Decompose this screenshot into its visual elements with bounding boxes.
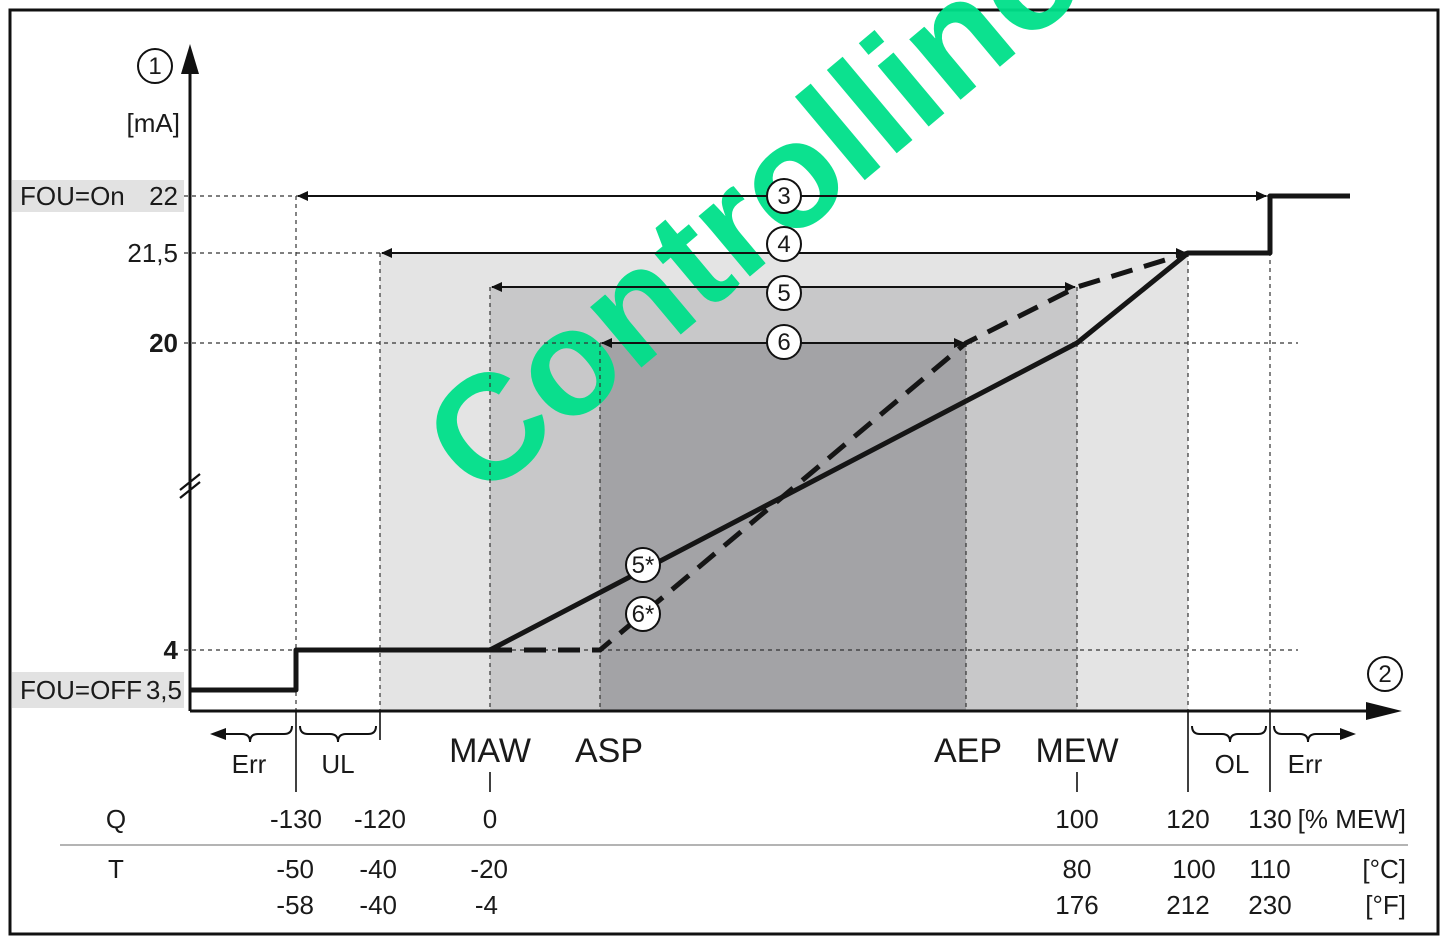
svg-text:1: 1 — [148, 53, 161, 80]
x-point-aep: AEP — [934, 732, 1002, 770]
svg-text:6: 6 — [777, 329, 790, 356]
svg-text:4: 4 — [777, 231, 790, 258]
y-tick-22: 22 — [149, 181, 178, 211]
y-tick-3-5: 3,5 — [146, 675, 182, 705]
row-name-q: Q — [106, 804, 126, 834]
axis-break-icon — [179, 473, 201, 499]
diagram-frame — [8, 8, 1440, 936]
q-value-4: 100 — [1055, 804, 1098, 834]
range-3-marker: 3 — [766, 178, 802, 214]
svg-text:5*: 5* — [632, 552, 655, 579]
row-name-t: T — [108, 854, 124, 884]
q-value-2: -120 — [354, 804, 406, 834]
range-6-marker: 6 — [766, 324, 802, 360]
x-axis-marker: 2 — [1367, 656, 1403, 692]
fou-off-label-bg — [12, 672, 184, 708]
y-axis-marker: 1 — [137, 48, 173, 84]
f-value-2: -40 — [359, 890, 397, 920]
svg-text:6*: 6* — [632, 601, 655, 628]
svg-text:3: 3 — [777, 183, 790, 210]
x-point-asp: ASP — [575, 732, 643, 770]
ul-zone: UL — [299, 725, 377, 779]
range-5-marker: 5 — [766, 275, 802, 311]
svg-text:2: 2 — [1378, 661, 1391, 688]
svg-text:Err: Err — [232, 749, 267, 779]
y-tick-20: 20 — [149, 328, 178, 358]
q-value-3: 0 — [483, 804, 497, 834]
svg-text:Err: Err — [1288, 749, 1323, 779]
x-point-maw: MAW — [449, 732, 531, 770]
c-value-5: 100 — [1172, 854, 1215, 884]
c-value-3: -20 — [470, 854, 508, 884]
q-value-6: 130 — [1248, 804, 1291, 834]
err-left-zone: Err — [210, 725, 293, 779]
y-tick-4: 4 — [164, 635, 179, 665]
range-6-band — [600, 343, 966, 711]
c-value-1: -50 — [276, 854, 314, 884]
curve-6-dashed — [490, 250, 1189, 653]
c-value-2: -40 — [359, 854, 397, 884]
c-value-4: 80 — [1063, 854, 1092, 884]
fou-off-tag: FOU=OFF — [20, 675, 142, 705]
curve-6star-marker: 6* — [625, 596, 661, 632]
curve-5star-marker: 5* — [625, 547, 661, 583]
svg-text:OL: OL — [1215, 749, 1250, 779]
fahrenheit-unit: [°F] — [1365, 890, 1406, 920]
celsius-unit: [°C] — [1362, 854, 1406, 884]
f-value-5: 212 — [1166, 890, 1209, 920]
c-value-6: 110 — [1249, 854, 1290, 884]
ol-zone: OL — [1191, 725, 1267, 779]
err-right-zone: Err — [1273, 725, 1356, 779]
svg-text:UL: UL — [321, 749, 354, 779]
y-tick-21-5: 21,5 — [127, 238, 178, 268]
range-4-marker: 4 — [766, 226, 802, 262]
q-value-5: 120 — [1166, 804, 1209, 834]
f-value-1: -58 — [276, 890, 314, 920]
f-value-6: 230 — [1248, 890, 1291, 920]
f-value-4: 176 — [1055, 890, 1098, 920]
f-value-3: -4 — [475, 890, 498, 920]
svg-text:5: 5 — [777, 280, 790, 307]
x-point-mew: MEW — [1035, 732, 1118, 770]
q-unit: [% MEW] — [1298, 804, 1406, 834]
y-axis-unit: [mA] — [127, 108, 180, 138]
fou-on-label-bg — [12, 180, 184, 212]
q-value-1: -130 — [270, 804, 322, 834]
x-axis-arrowhead — [1366, 702, 1402, 720]
curve-5-solid — [190, 193, 1350, 693]
y-axis-arrowhead — [181, 44, 199, 74]
fou-on-tag: FOU=On — [20, 181, 125, 211]
